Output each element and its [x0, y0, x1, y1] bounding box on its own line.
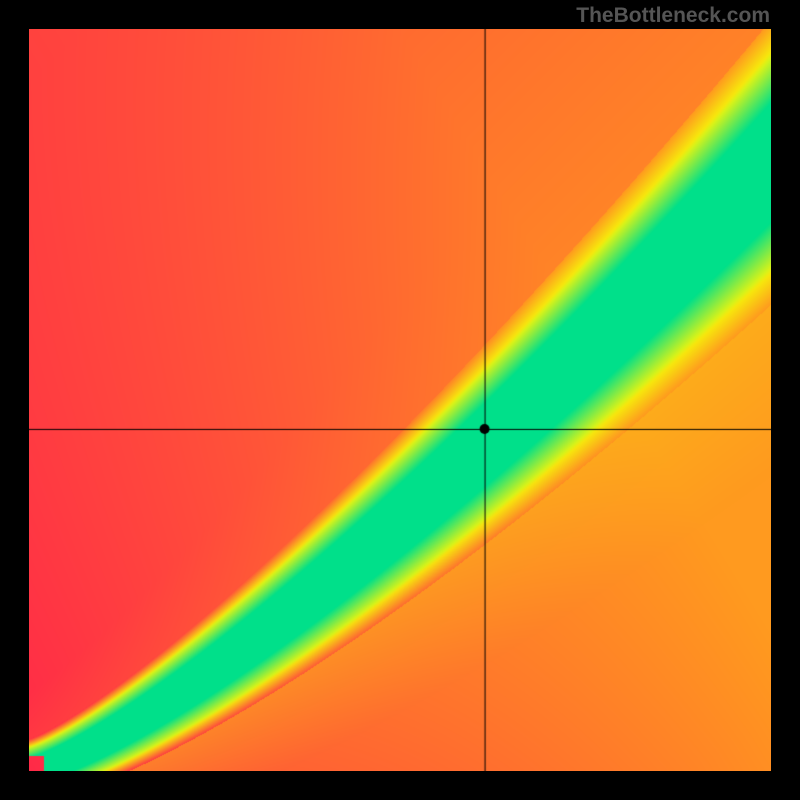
- chart-container: TheBottleneck.com: [0, 0, 800, 800]
- bottleneck-heatmap: [29, 29, 771, 771]
- watermark-text: TheBottleneck.com: [576, 4, 770, 28]
